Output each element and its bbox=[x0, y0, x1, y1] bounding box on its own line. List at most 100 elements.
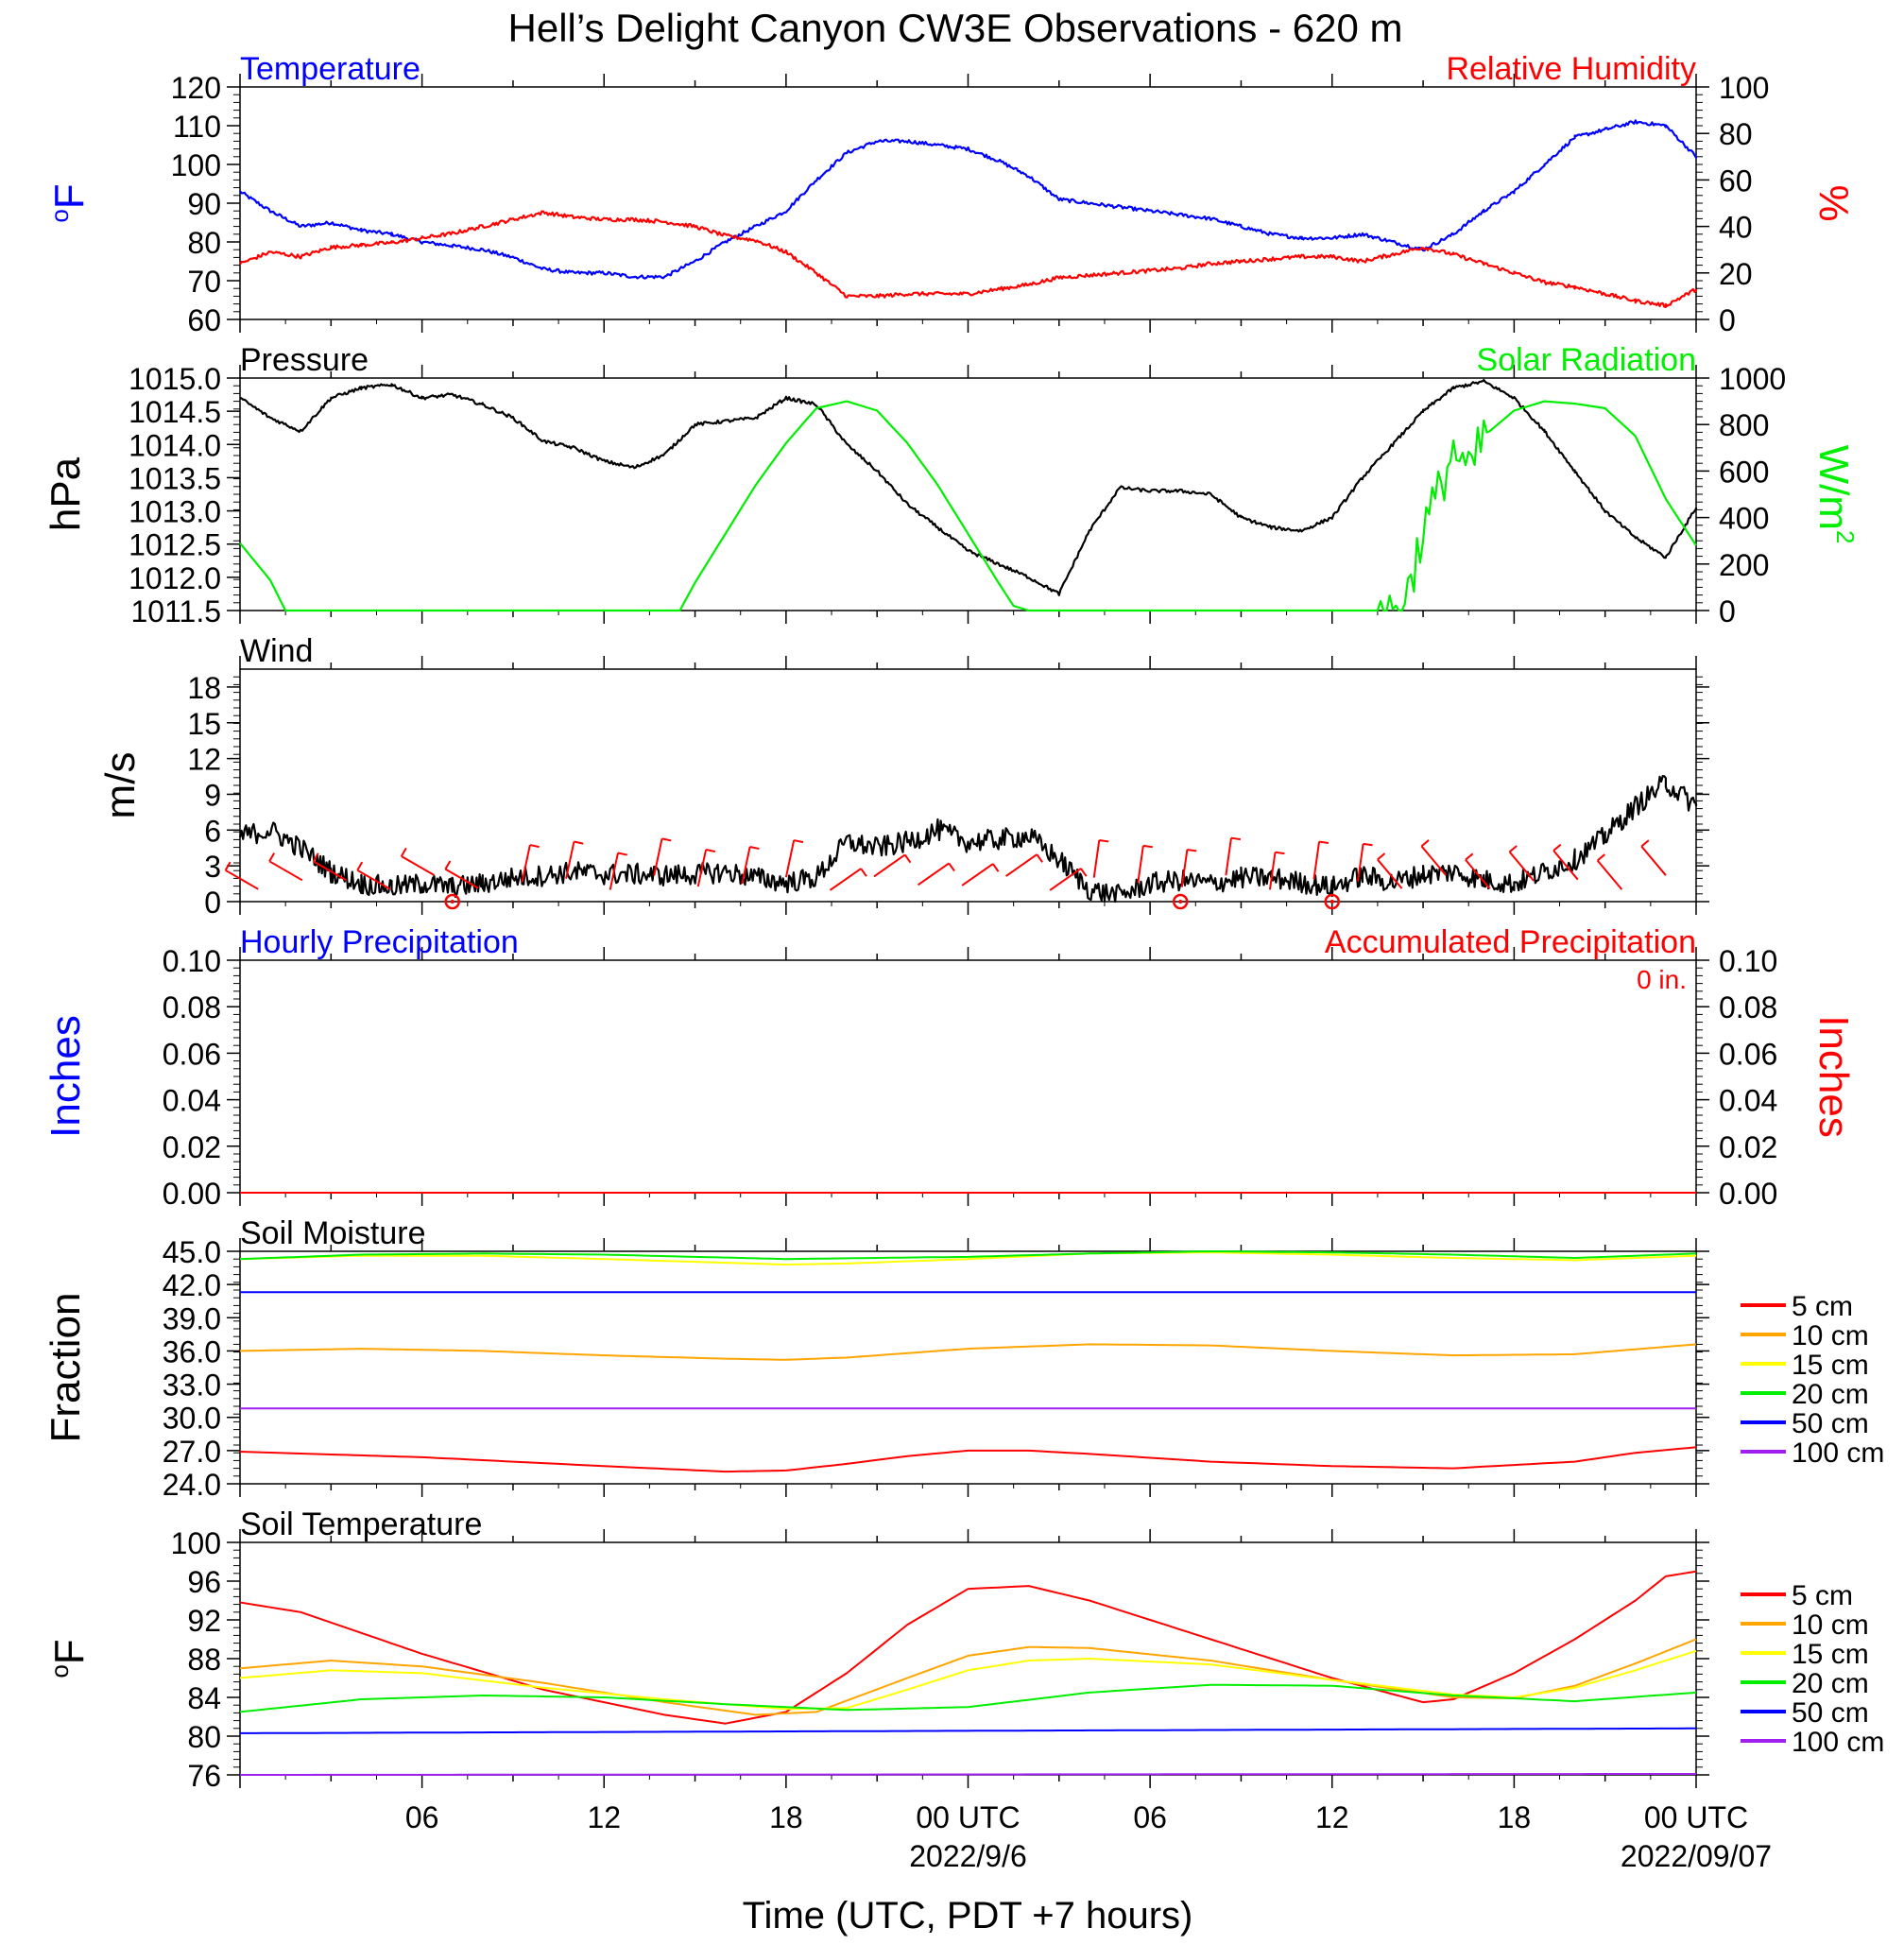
y2-tick-label: 100 bbox=[1719, 71, 1769, 105]
series-line-0 bbox=[239, 119, 1698, 280]
series-line-5cm bbox=[239, 1570, 1697, 1725]
y-tick-label: 110 bbox=[173, 110, 221, 144]
y-tick-label: 36.0 bbox=[163, 1334, 221, 1368]
wind-barb bbox=[1596, 859, 1623, 890]
panel-left-title: Soil Moisture bbox=[240, 1215, 426, 1251]
x-tick-label: 00 UTC bbox=[1644, 1800, 1748, 1834]
wind-barb bbox=[696, 849, 708, 887]
series-line-50cm bbox=[240, 1727, 1696, 1734]
y-tick-label: 80 bbox=[187, 1720, 221, 1754]
x-tick-label: 00 UTC bbox=[916, 1800, 1020, 1834]
panel-left-title: Wind bbox=[240, 633, 313, 669]
x-axis-label: Time (UTC, PDT +7 hours) bbox=[743, 1895, 1193, 1936]
wind-barb bbox=[313, 860, 347, 882]
series-line-10cm bbox=[239, 1638, 1697, 1716]
wind-barb bbox=[1420, 845, 1447, 876]
y-tick-label: 42.0 bbox=[163, 1268, 221, 1302]
panel-pressure-solar: 1011.51012.01012.51013.01013.51014.01014… bbox=[43, 342, 1860, 628]
y-tick-label: 60 bbox=[187, 303, 221, 337]
right-unit-label: W/m2 bbox=[1810, 445, 1860, 544]
left-unit-label: oF bbox=[45, 183, 93, 222]
unit-exponent: 2 bbox=[1831, 530, 1860, 543]
x-tick-label: 18 bbox=[1498, 1800, 1532, 1834]
wind-barb-flag bbox=[1596, 853, 1605, 862]
y-tick-label: 39.0 bbox=[163, 1301, 221, 1335]
calm-wind-dot bbox=[450, 900, 455, 904]
unit-base: W/m bbox=[1810, 445, 1857, 530]
series-line-20cm bbox=[239, 1250, 1697, 1261]
y-tick-label: 1011.5 bbox=[131, 594, 222, 628]
legend-label: 20 cm bbox=[1792, 1379, 1869, 1410]
calm-wind-dot bbox=[1329, 900, 1334, 904]
y2-tick-label: 0.04 bbox=[1719, 1084, 1777, 1118]
y-tick-label: 76 bbox=[187, 1759, 221, 1793]
panel-frame bbox=[239, 1250, 1697, 1485]
wind-barb-flag bbox=[1080, 868, 1088, 877]
wind-barb-flag bbox=[1377, 852, 1386, 861]
y2-tick-label: 600 bbox=[1719, 455, 1769, 489]
wind-barb bbox=[225, 869, 259, 890]
chart-title: Hell’s Delight Canyon CW3E Observations … bbox=[508, 6, 1403, 50]
panel-soil-moisture: 24.027.030.033.036.039.042.045.0 Soil Moi… bbox=[43, 1215, 1884, 1502]
wind-barb-flag bbox=[444, 860, 452, 870]
y2-tick-label: 0 bbox=[1719, 303, 1736, 337]
y-tick-label: 1012.5 bbox=[129, 528, 221, 562]
wind-barb-flag bbox=[312, 852, 319, 862]
wind-barb bbox=[609, 852, 619, 890]
wind-barb bbox=[917, 862, 950, 886]
series-line-10cm bbox=[239, 1343, 1697, 1361]
y2-tick-label: 0 bbox=[1719, 594, 1736, 628]
y2-tick-label: 0.02 bbox=[1719, 1130, 1777, 1164]
legend-label: 15 cm bbox=[1792, 1350, 1869, 1381]
y2-tick-label: 400 bbox=[1719, 502, 1769, 536]
y-tick-label: 120 bbox=[171, 71, 221, 105]
y-tick-label: 0.08 bbox=[163, 990, 221, 1024]
left-unit-text: hPa bbox=[43, 456, 89, 531]
wind-barb-flag bbox=[1552, 843, 1562, 852]
wind-barb-flag bbox=[1036, 853, 1043, 863]
y-tick-label: 1012.0 bbox=[129, 561, 221, 595]
wind-barb-flag bbox=[705, 848, 716, 853]
y2-tick-label: 0.08 bbox=[1719, 990, 1777, 1024]
y-tick-label: 100 bbox=[171, 148, 221, 182]
panels-group: 60708090100110120020406080100Temperature… bbox=[43, 51, 1884, 1793]
y-tick-label: 15 bbox=[187, 707, 221, 741]
wind-barbs bbox=[224, 836, 1667, 910]
panel-right-title: Accumulated Precipitation bbox=[1325, 924, 1696, 960]
left-unit-label: Fraction bbox=[43, 1293, 89, 1443]
y-tick-label: 24.0 bbox=[163, 1468, 221, 1502]
right-unit-text: W/m2 bbox=[1810, 445, 1860, 544]
wind-barb-flag bbox=[992, 863, 1000, 872]
y2-tick-label: 200 bbox=[1719, 548, 1769, 582]
panel-frame bbox=[239, 86, 1697, 320]
y-tick-label: 1014.0 bbox=[129, 428, 221, 462]
y-tick-label: 33.0 bbox=[163, 1368, 221, 1403]
wind-barb bbox=[1377, 858, 1403, 889]
wind-barb-flag bbox=[661, 837, 672, 842]
series-line-15cm bbox=[239, 1251, 1697, 1266]
y-tick-label: 88 bbox=[187, 1643, 221, 1677]
wind-barb-flag bbox=[1465, 852, 1474, 861]
y-tick-label: 1014.5 bbox=[129, 395, 221, 429]
wind-barb bbox=[741, 846, 751, 885]
wind-barb-flag bbox=[1275, 851, 1285, 855]
legend-label: 20 cm bbox=[1792, 1668, 1869, 1699]
wind-barb bbox=[1357, 843, 1364, 882]
wind-barb bbox=[444, 868, 479, 889]
wind-barb-flag bbox=[400, 847, 407, 857]
legend-label: 15 cm bbox=[1792, 1639, 1869, 1670]
right-unit-text: % bbox=[1810, 184, 1857, 221]
x-date-label: 2022/09/07 bbox=[1621, 1839, 1772, 1873]
wind-barb bbox=[1225, 837, 1232, 876]
right-unit-text: Inches bbox=[1810, 1015, 1857, 1138]
series-line-15cm bbox=[239, 1649, 1697, 1711]
panel-left-title: Soil Temperature bbox=[240, 1506, 482, 1542]
wind-barb bbox=[1180, 849, 1189, 887]
panel-frame bbox=[239, 668, 1697, 903]
y2-tick-label: 40 bbox=[1719, 211, 1753, 245]
wind-barb-flag bbox=[749, 846, 760, 851]
y-tick-label: 3 bbox=[204, 850, 221, 884]
legend-label: 10 cm bbox=[1792, 1320, 1869, 1351]
left-unit-label: hPa bbox=[43, 456, 89, 531]
